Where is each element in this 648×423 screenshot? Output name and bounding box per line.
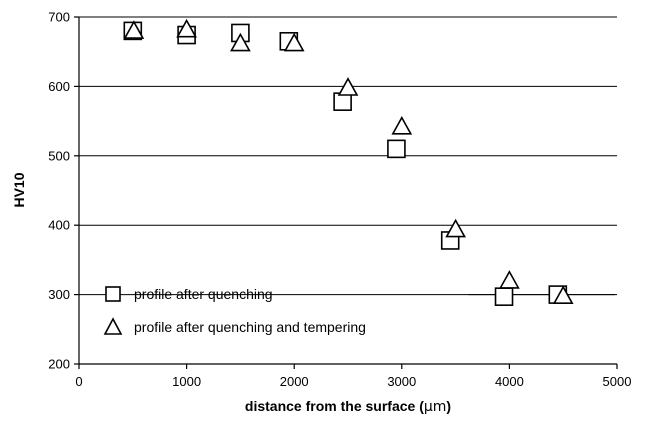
y-tick-label: 400: [48, 218, 70, 233]
triangle-marker: [445, 218, 466, 238]
square-marker: [494, 287, 514, 306]
x-axis-label-close: ): [446, 398, 451, 414]
y-axis-label: HV10: [11, 172, 27, 207]
axes: [78, 17, 617, 365]
x-tick-label: 0: [75, 374, 82, 389]
data-markers: [123, 18, 574, 306]
x-axis-label: distance from the surface (μm): [245, 398, 451, 415]
triangle-marker: [337, 77, 359, 96]
gridlines: [79, 16, 617, 296]
triangle-marker: [176, 18, 197, 38]
triangle-marker: [391, 116, 413, 135]
y-tick-label: 500: [48, 148, 70, 163]
legend-triangle-marker: [103, 317, 123, 335]
legend-label-quenching: profile after quenching: [134, 286, 273, 302]
x-axis-label-unit: μm: [424, 399, 447, 415]
y-tick-label: 300: [48, 287, 70, 302]
square-marker: [387, 139, 406, 159]
legend-item-quenching: profile after quenching: [105, 286, 273, 302]
legend-label-tempering: profile after quenching and tempering: [134, 319, 366, 335]
triangle-marker: [283, 32, 305, 52]
x-tick-label: 2000: [280, 374, 309, 389]
triangle-marker: [499, 270, 520, 289]
triangle-marker: [552, 285, 574, 304]
y-tick-label: 600: [48, 79, 70, 94]
triangle-marker: [230, 32, 251, 52]
x-axis-label-main: distance from the surface (: [245, 398, 424, 414]
x-tick-label: 1000: [172, 374, 201, 389]
legend: profile after quenching profile after qu…: [103, 286, 366, 335]
x-tick-label: 4000: [495, 374, 524, 389]
y-tick-labels: 200 300 400 500 600 700: [48, 10, 79, 372]
triangle-marker: [123, 20, 145, 39]
x-tick-labels: 0 1000 2000 3000 4000 5000: [75, 364, 631, 389]
y-tick-label: 700: [48, 10, 70, 25]
y-tick-label: 200: [48, 357, 70, 372]
legend-square-marker: [105, 286, 121, 302]
legend-item-tempering: profile after quenching and tempering: [103, 317, 366, 335]
x-tick-label: 3000: [387, 374, 416, 389]
x-tick-label: 5000: [603, 374, 632, 389]
